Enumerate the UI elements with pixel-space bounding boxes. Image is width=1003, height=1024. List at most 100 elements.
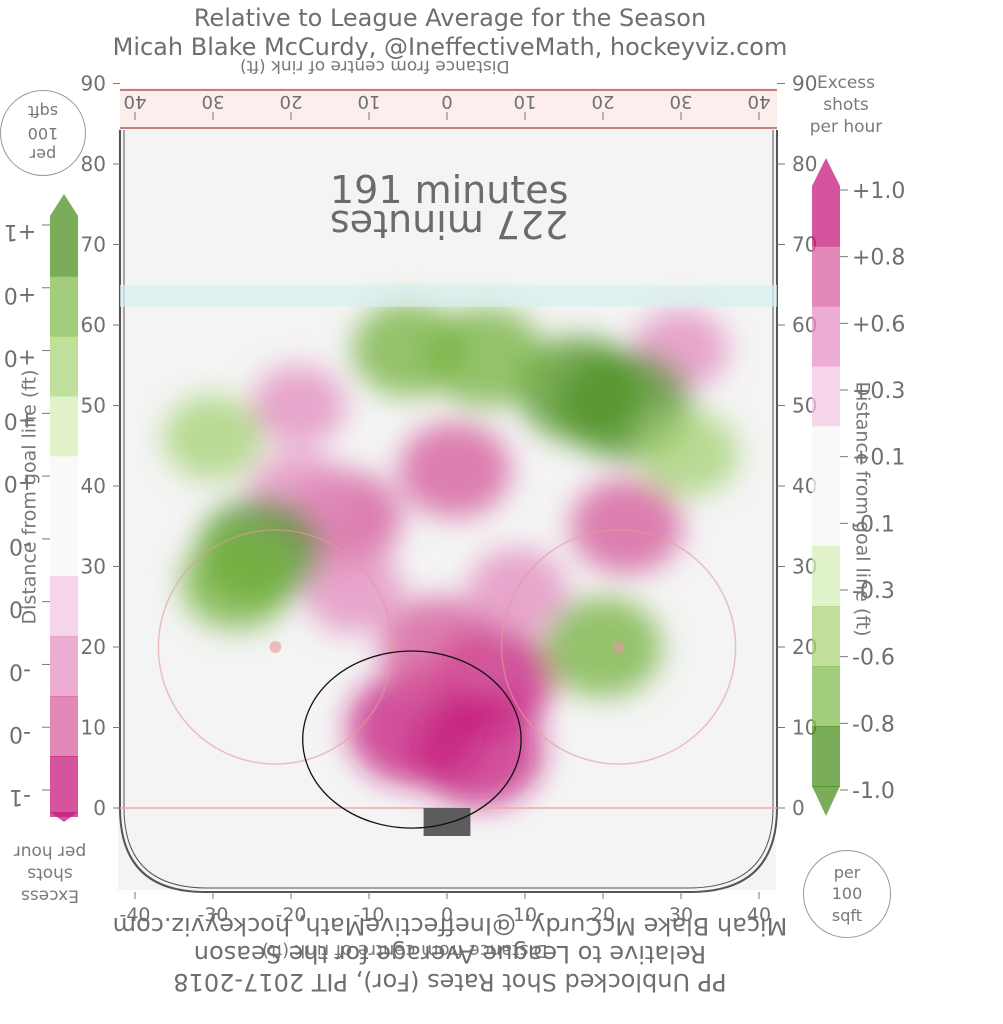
heat-hotspot <box>251 365 346 446</box>
colorbar-segment <box>812 666 840 727</box>
blue-line <box>120 284 777 307</box>
y-tick-label-left: 10 <box>81 716 106 740</box>
legend-title-line1: Excess <box>816 73 876 93</box>
x-tick-label-top: 10 <box>358 91 381 112</box>
mirrored-subtitle: Relative to League Average for the Seaso… <box>193 940 707 968</box>
colorbar-segment-mirrored <box>50 216 78 277</box>
x-tick-label-bottom: -30 <box>197 904 228 926</box>
unit-badge-mirrored: per 100 sqft <box>0 90 86 176</box>
x-tick-label-top: 40 <box>124 91 147 112</box>
colorbar-segment-mirrored <box>50 396 78 457</box>
heat-hotspot <box>352 301 464 397</box>
colorbar-segment <box>812 246 840 307</box>
legend-title-line3-m: per hour <box>13 841 87 862</box>
unit-line1: per <box>833 862 861 882</box>
legend-title-line1-m: Excess <box>20 885 80 906</box>
heat-hotspot <box>544 596 662 698</box>
colorbar-tick-label-mirrored: +0 <box>4 407 36 432</box>
heat-hotspot <box>163 395 263 481</box>
x-tick-label-bottom: 40 <box>747 904 771 926</box>
x-tick-label-top: 20 <box>592 91 615 112</box>
colorbar-segment <box>812 606 840 667</box>
y-tick-label-right: 90 <box>792 72 817 96</box>
y-tick-label-left: 90 <box>81 72 106 96</box>
colorbar-tick-label: +0.6 <box>852 312 905 337</box>
y-tick-label-left: 30 <box>81 555 106 579</box>
colorbar-tick-label: -1.0 <box>852 779 895 804</box>
x-tick-label-top: 30 <box>670 91 693 112</box>
legend-title-line3: per hour <box>809 117 883 138</box>
x-tick-label-bottom: 10 <box>513 904 537 926</box>
colorbar-tick-label: +0.3 <box>852 379 905 404</box>
colorbar-tick-label-mirrored: +0 <box>4 470 36 495</box>
faceoff-circle <box>157 529 394 765</box>
legend-title-line2: shots <box>823 95 869 116</box>
mirrored-title: PP Unblocked Shot Rates (For), PIT 2017-… <box>173 968 727 996</box>
x-tick-label-top: 30 <box>202 91 225 112</box>
colorbar-segment-mirrored <box>50 276 78 337</box>
colorbar-tick-label-mirrored: +0 <box>4 282 36 307</box>
colorbar-tick-label-mirrored: -1 <box>9 784 31 809</box>
goal-net <box>423 808 471 836</box>
heat-hotspot <box>180 535 293 631</box>
y-tick-label-left: 40 <box>81 474 106 498</box>
y-tick-label-left: 80 <box>81 152 106 176</box>
colorbar-tick-label-mirrored: +1 <box>4 219 36 244</box>
rink-lines <box>119 88 778 893</box>
unit-badge: per 100 sqft <box>803 850 891 938</box>
colorbar-tick-label-mirrored: +0 <box>4 345 36 370</box>
colorbar-tick-label-mirrored: -0 <box>9 596 31 621</box>
unit-line3: sqft <box>831 905 863 925</box>
y-tick-label-left: 60 <box>81 313 106 337</box>
colorbar-segment <box>812 726 840 787</box>
colorbar-segment-mirrored <box>50 756 78 817</box>
heat-hotspot <box>398 422 511 518</box>
x-tick-label-top: 40 <box>748 91 771 112</box>
colorbar-segment <box>812 546 840 607</box>
x-tick-label-top: 20 <box>280 91 303 112</box>
minutes-label: 191 minutes <box>330 168 569 212</box>
legend-title-mirrored: Excess shots per hour <box>4 840 96 906</box>
y-tick-label-right: 80 <box>792 152 817 176</box>
x-tick-label-bottom: 20 <box>591 904 615 926</box>
legend-title-line2-m: shots <box>27 863 73 884</box>
chart-credit: Micah Blake McCurdy, @IneffectiveMath, h… <box>112 33 788 61</box>
x-tick-label-top: 0 <box>441 91 452 112</box>
slot-ellipse <box>302 650 522 829</box>
y-tick-label-left: 70 <box>81 233 106 257</box>
colorbar-segment <box>812 366 840 427</box>
colorbar-segment-mirrored <box>50 576 78 637</box>
unit-line1-m: per <box>29 145 57 165</box>
colorbar-tick-label: +0.1 <box>852 446 905 471</box>
heat-hotspot <box>570 478 683 574</box>
hotspot-group <box>163 301 739 807</box>
colorbar-tick-label-mirrored: -0 <box>9 533 31 558</box>
heat-hotspot <box>380 596 499 698</box>
colorbar-cap-bottom-mirrored <box>50 812 78 822</box>
x-tick-label-bottom: -10 <box>353 904 384 926</box>
x-tick-label-bottom: 0 <box>441 904 453 926</box>
unit-line2-m: 100 <box>27 123 59 143</box>
x-axis-label-top: Distance from centre of rink (ft) <box>240 56 510 76</box>
colorbar-tick-label: +0.8 <box>852 246 905 271</box>
colorbar-tick-label-mirrored: -0 <box>9 658 31 683</box>
unit-line2: 100 <box>831 884 863 904</box>
colorbar-segment-mirrored <box>50 696 78 757</box>
y-axis-label-left: Distance from goal line (ft) <box>18 369 41 625</box>
y-tick-label-left: 20 <box>81 635 106 659</box>
heat-hotspot <box>517 336 642 443</box>
colorbar-tick-label: -0.8 <box>852 712 895 737</box>
colorbar-tick-label-mirrored: -0 <box>9 721 31 746</box>
colorbar-tick-label: -0.6 <box>852 646 895 671</box>
colorbar-tick-label: +1.0 <box>852 179 905 204</box>
y-tick-label-right: 0 <box>792 796 805 820</box>
x-tick-label-top: 10 <box>514 91 537 112</box>
colorbars: +1.0 +0.8 +0.6 +0.3 +0.1 -0.1 -0.3 -0.6 -0.8 -1.0… <box>4 158 905 822</box>
colorbar-segment-mirrored <box>50 516 78 577</box>
y-tick-label-left: 0 <box>93 796 106 820</box>
colorbar-segment <box>812 486 840 547</box>
faceoff-dot <box>269 641 282 653</box>
x-tick-label-bottom: -20 <box>275 904 306 926</box>
colorbar-tick-label: -0.3 <box>852 579 895 604</box>
